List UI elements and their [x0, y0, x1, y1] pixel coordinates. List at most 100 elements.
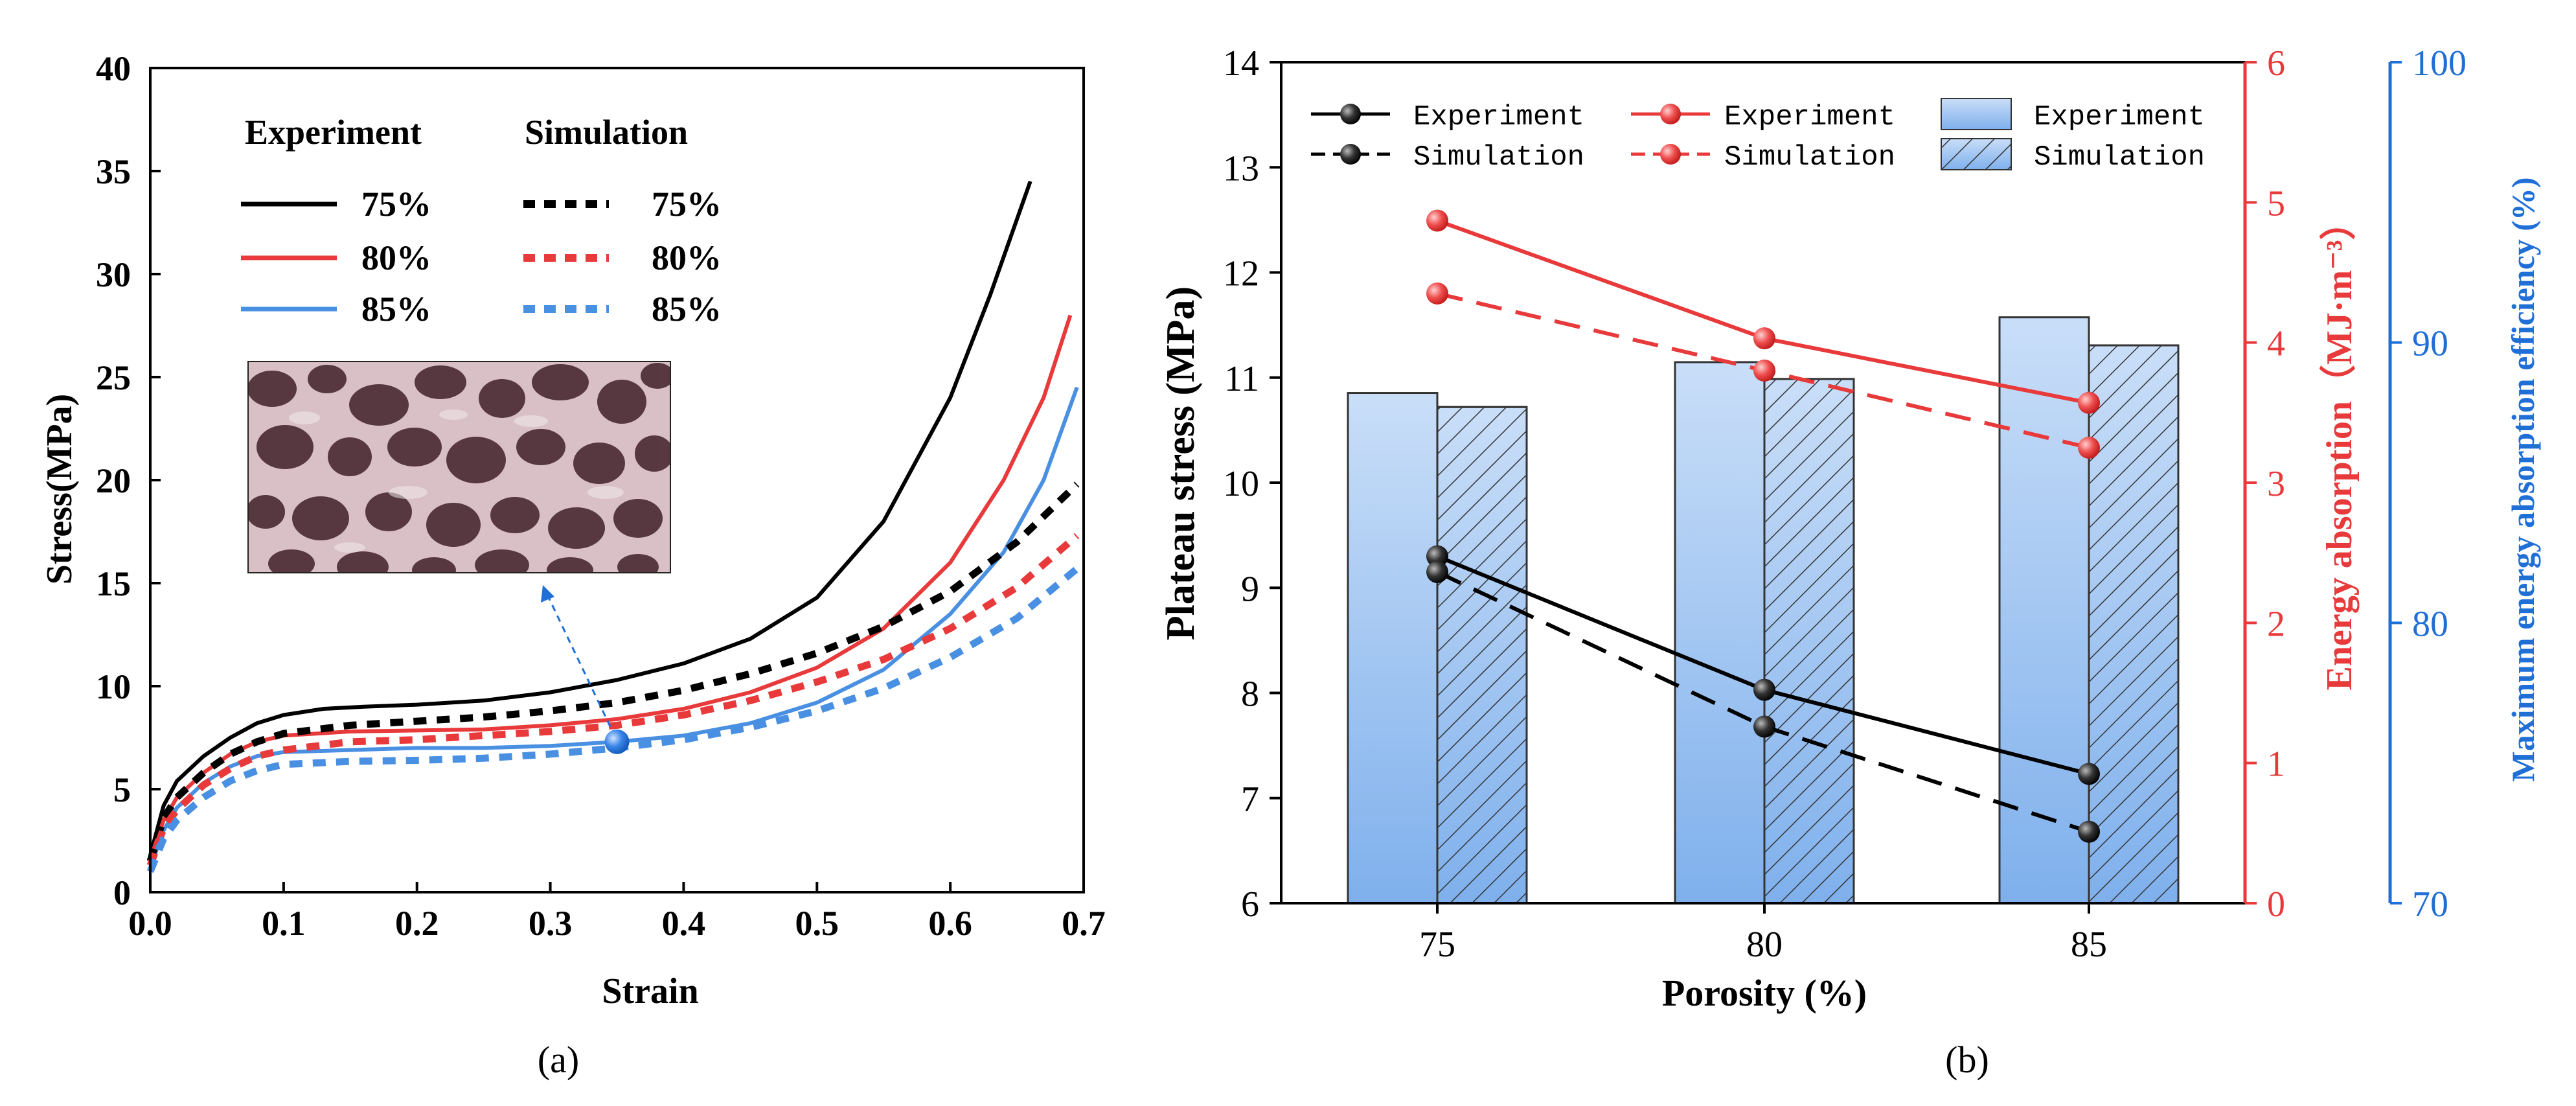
legend-marker-red-exp — [1660, 104, 1681, 124]
y-tick-label: 10 — [96, 667, 131, 706]
data-point-marker — [1426, 282, 1448, 305]
series-line-simulation-4 — [146, 533, 1080, 867]
y-tick-label: 40 — [96, 49, 131, 88]
legend-marker-black-exp — [1340, 104, 1361, 124]
panel-a-legend: Experiment Simulation 75% 80% 85% 75% 80… — [241, 113, 722, 328]
legend-b-label-5: Simulation — [2034, 141, 2205, 174]
panel-b-caption: (b) — [1945, 1039, 1989, 1081]
legend-label-exp-85: 85% — [361, 290, 431, 328]
left-tick-label: 14 — [1223, 43, 1259, 84]
legend-b-label-1: Simulation — [1413, 141, 1584, 174]
panel-b-legend: Experiment Simulation Experiment Simulat… — [1311, 98, 2205, 174]
x-tick-label: 85 — [2071, 925, 2107, 965]
panel-b-bars — [1347, 316, 2180, 904]
panel-a-tick-labels: 0.0 0.1 0.2 0.3 0.4 0.5 0.6 0.7 0 5 10 15 20 25 30 35 40 — [96, 49, 1106, 943]
panel-a-y-axis-label: Stress(MPa) — [40, 394, 80, 584]
y-tick-label: 20 — [96, 461, 131, 500]
panel-a-caption: (a) — [538, 1039, 579, 1081]
y-tick-label: 30 — [96, 255, 131, 294]
bar-experiment — [1674, 361, 1766, 904]
legend-label-exp-75: 75% — [361, 185, 431, 224]
bar-simulation-hatch — [1763, 378, 1855, 904]
legend-swatch-bar-exp — [1941, 98, 2012, 130]
y-tick-label: 15 — [96, 564, 131, 603]
right-1-tick-label: 2 — [2267, 604, 2285, 644]
data-point-marker — [1426, 209, 1448, 232]
right-2-tick-label: 80 — [2412, 604, 2448, 644]
left-tick-label: 10 — [1223, 464, 1259, 504]
panel-a-series-group — [146, 180, 1080, 873]
panel-b-left-axis-label: Plateau stress (MPa) — [1159, 286, 1203, 640]
left-tick-label: 9 — [1241, 569, 1259, 609]
data-point-marker — [2078, 391, 2100, 414]
panel-b-line-series — [1426, 209, 2100, 843]
legend-b-label-3: Simulation — [1724, 141, 1895, 174]
right-1-tick-label: 6 — [2267, 43, 2285, 84]
x-tick-label: 0.4 — [662, 904, 706, 943]
y-tick-label: 25 — [96, 358, 131, 397]
x-tick-label: 75 — [1419, 925, 1455, 965]
x-tick-label: 0.5 — [795, 904, 839, 943]
panel-b-right-axis-1-label: Energy absorption（MJ·m⁻³） — [2319, 203, 2360, 690]
x-tick-label: 0.6 — [928, 904, 972, 943]
inset-pointer-arrow — [541, 585, 617, 738]
x-tick-label: 0.0 — [128, 904, 172, 943]
left-tick-label: 7 — [1241, 779, 1259, 820]
right-1-tick-label: 3 — [2267, 464, 2285, 504]
x-tick-label: 0.2 — [395, 904, 439, 943]
legend-marker-black-sim — [1340, 144, 1361, 165]
data-point-marker — [2078, 820, 2100, 843]
panel-a-stress-strain-chart: 0.0 0.1 0.2 0.3 0.4 0.5 0.6 0.7 0 5 10 15 20 25 30 35 40… — [40, 49, 1106, 1081]
bar-experiment — [1347, 392, 1439, 904]
y-tick-label: 35 — [96, 152, 131, 191]
right-2-tick-label: 70 — [2412, 884, 2448, 925]
series-line-experiment-1 — [148, 314, 1073, 860]
legend-label-sim-75: 75% — [652, 185, 722, 224]
data-point-marker — [1426, 560, 1448, 583]
series-line-experiment-0 — [148, 180, 1032, 856]
left-tick-label: 12 — [1223, 254, 1259, 294]
x-tick-label: 80 — [1746, 925, 1783, 965]
right-1-tick-label: 0 — [2267, 884, 2285, 925]
right-1-tick-label: 4 — [2267, 324, 2285, 364]
series-line-simulation-3 — [146, 481, 1080, 862]
y-tick-label: 5 — [113, 770, 131, 809]
left-tick-label: 11 — [1224, 359, 1259, 399]
data-point-marker — [1426, 545, 1448, 568]
right-2-tick-label: 90 — [2412, 324, 2448, 364]
x-tick-label: 0.7 — [1062, 904, 1106, 943]
panel-b-x-axis-label: Porosity (%) — [1662, 972, 1867, 1014]
legend-label-sim-80: 80% — [652, 238, 722, 277]
data-point-marker — [2078, 436, 2100, 459]
y-tick-label: 0 — [113, 873, 131, 912]
legend-header-simulation: Simulation — [525, 113, 688, 152]
legend-header-experiment: Experiment — [245, 113, 422, 152]
inset-foam-photo — [247, 361, 671, 573]
data-point-marker — [1753, 327, 1775, 350]
legend-b-label-4: Experiment — [2034, 101, 2205, 133]
legend-marker-red-sim — [1660, 144, 1681, 165]
data-point-marker — [1753, 359, 1775, 382]
x-tick-label: 0.1 — [262, 904, 306, 943]
panel-a-x-axis-label: Strain — [602, 971, 698, 1011]
bar-simulation-hatch — [1436, 406, 1528, 904]
right-1-tick-label: 1 — [2267, 744, 2285, 785]
left-tick-label: 6 — [1241, 884, 1259, 925]
left-tick-label: 8 — [1241, 674, 1259, 715]
panel-b-right-axis-2-label: Maximum energy absorption efficiency (%) — [2505, 177, 2541, 781]
right-1-tick-label: 5 — [2267, 183, 2285, 224]
legend-b-label-2: Experiment — [1724, 101, 1895, 133]
panel-b-axes — [1270, 61, 2402, 914]
left-tick-label: 13 — [1223, 148, 1259, 189]
bar-simulation-hatch — [2088, 344, 2180, 904]
legend-label-sim-85: 85% — [652, 290, 722, 328]
right-2-tick-label: 100 — [2412, 43, 2467, 84]
series-line-simulation-5 — [146, 566, 1080, 873]
highlight-marker — [604, 729, 630, 754]
panel-a-axes — [149, 67, 1085, 893]
data-point-marker — [1753, 678, 1775, 701]
legend-label-exp-80: 80% — [361, 238, 431, 277]
